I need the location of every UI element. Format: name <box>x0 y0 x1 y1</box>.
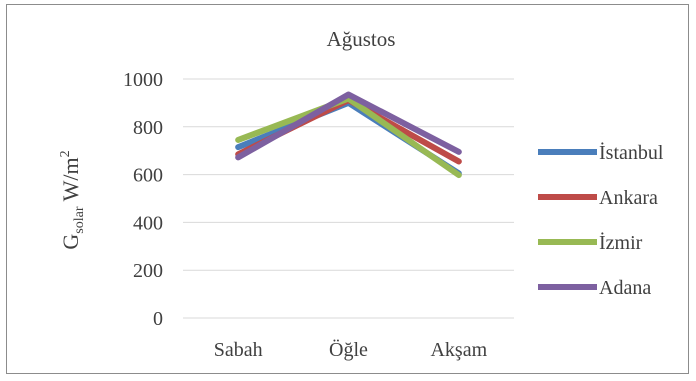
chart-frame <box>6 4 689 374</box>
y-tick-label: 0 <box>153 308 163 330</box>
y-tick-label: 600 <box>133 165 163 187</box>
legend-label: Ankara <box>599 187 658 209</box>
y-axis-label-main: G <box>58 234 83 250</box>
y-axis-label-unit: W/m <box>58 157 83 201</box>
y-axis-label-sub: solar <box>72 206 87 234</box>
y-tick-label: 1000 <box>123 69 163 91</box>
legend-label: İstanbul <box>599 141 664 164</box>
y-tick-label: 800 <box>133 117 163 139</box>
x-tick-labels: Sabah Öğle Akşam <box>214 338 488 361</box>
series-lines <box>235 91 462 179</box>
legend-label: İzmir <box>599 231 643 254</box>
legend-label: Adana <box>599 277 651 299</box>
gridlines <box>183 78 514 319</box>
x-tick-label: Akşam <box>430 339 487 361</box>
legend: İstanbul Ankara İzmir Adana <box>538 141 664 299</box>
series-line-2 <box>235 95 462 179</box>
y-axis-label-sup: 2 <box>58 150 73 157</box>
y-tick-label: 400 <box>133 212 163 234</box>
y-axis-label: Gsolar W/m2 <box>58 150 87 249</box>
y-tick-label: 200 <box>133 260 163 282</box>
series-line-3 <box>235 91 462 161</box>
x-tick-label: Sabah <box>214 339 263 361</box>
y-tick-labels: 0 200 400 600 800 1000 <box>123 69 163 330</box>
chart-title: Ağustos <box>327 27 396 51</box>
x-tick-label: Öğle <box>329 338 368 361</box>
